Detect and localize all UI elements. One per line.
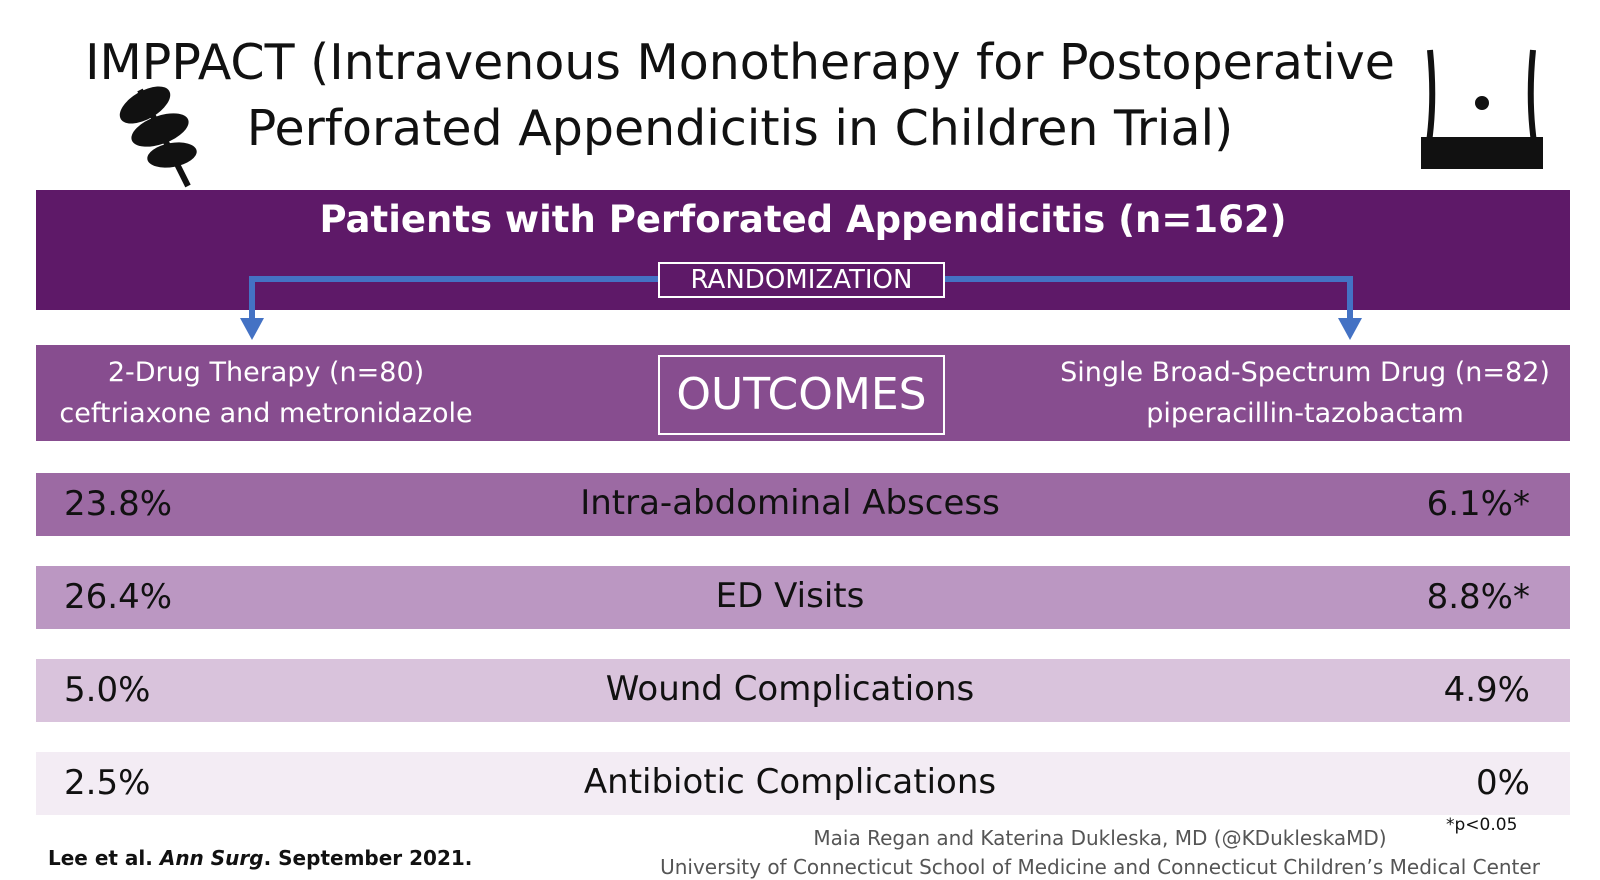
outcome-name: Antibiotic Complications bbox=[583, 762, 997, 802]
outcome-name: Intra-abdominal Abscess bbox=[580, 483, 1000, 523]
randomization-box: RANDOMIZATION bbox=[658, 262, 945, 298]
outcomes-box: OUTCOMES bbox=[658, 355, 945, 435]
outcome-name: ED Visits bbox=[715, 576, 865, 616]
arms-band bbox=[36, 345, 1570, 441]
arm-right-value: 8.8%* bbox=[1426, 577, 1530, 617]
arm-line: Single Broad-Spectrum Drug (n=82) bbox=[1060, 357, 1550, 388]
credits-line: Maia Regan and Katerina Dukleska, MD (@K… bbox=[813, 826, 1387, 850]
arm-line: 2-Drug Therapy (n=80) bbox=[107, 357, 425, 388]
arm-left-value: 5.0% bbox=[64, 670, 151, 710]
footnote: *p<0.05 bbox=[1446, 815, 1518, 835]
title-line: IMPPACT (Intravenous Monotherapy for Pos… bbox=[85, 34, 1395, 91]
arm-line: ceftriaxone and metronidazole bbox=[59, 398, 473, 429]
credits-line: University of Connecticut School of Medi… bbox=[660, 855, 1540, 879]
citation-rest: . September 2021. bbox=[263, 846, 473, 870]
arrow-head bbox=[1338, 318, 1362, 340]
randomization-arrows bbox=[249, 276, 1353, 322]
arm-right-value: 6.1%* bbox=[1426, 484, 1530, 524]
arm-right-value: 4.9% bbox=[1443, 670, 1530, 710]
outcome-band bbox=[36, 752, 1570, 815]
arm-right-value: 0% bbox=[1476, 763, 1530, 803]
arm-left: 2-Drug Therapy (n=80) ceftriaxone and me… bbox=[36, 352, 496, 434]
appendix-icon bbox=[119, 86, 197, 188]
outcome-band bbox=[36, 566, 1570, 629]
citation-authors: Lee et al. bbox=[48, 846, 153, 870]
population: Patients with Perforated Appendicitis (n… bbox=[319, 198, 1287, 241]
arm-line: piperacillin-tazobactam bbox=[1146, 398, 1464, 429]
outcome-name: Wound Complications bbox=[605, 669, 975, 709]
citation-journal: Ann Surg bbox=[159, 846, 264, 870]
arm-left-value: 23.8% bbox=[64, 484, 173, 524]
arm-left-value: 2.5% bbox=[64, 763, 151, 803]
outcome-band bbox=[36, 473, 1570, 536]
citation: Lee et al. Ann Surg. September 2021. bbox=[48, 846, 472, 870]
arm-right: Single Broad-Spectrum Drug (n=82) pipera… bbox=[1040, 352, 1570, 434]
arrow-head bbox=[240, 318, 264, 340]
title-line: Perforated Appendicitis in Children Tria… bbox=[246, 100, 1234, 157]
arm-left-value: 26.4% bbox=[64, 577, 173, 617]
abdomen-icon bbox=[1421, 49, 1543, 169]
outcome-band bbox=[36, 659, 1570, 722]
